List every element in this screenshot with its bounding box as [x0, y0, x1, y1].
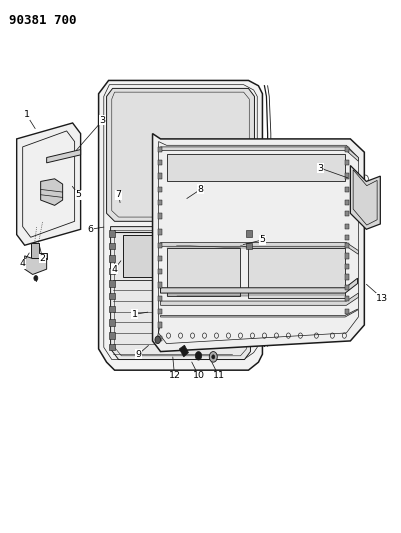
Bar: [345, 253, 349, 259]
Bar: [345, 224, 349, 229]
Bar: [158, 213, 162, 219]
Bar: [158, 336, 162, 341]
Bar: [158, 173, 162, 179]
Polygon shape: [249, 248, 345, 298]
Bar: [345, 187, 349, 192]
Bar: [109, 319, 115, 326]
Bar: [345, 147, 349, 152]
Text: 7: 7: [115, 190, 122, 199]
Polygon shape: [160, 278, 358, 293]
Text: 5: 5: [76, 190, 82, 199]
Bar: [109, 344, 115, 351]
Text: 5: 5: [259, 236, 265, 245]
Bar: [158, 256, 162, 261]
Text: 4: 4: [111, 265, 117, 273]
Bar: [158, 309, 162, 314]
Bar: [345, 309, 349, 314]
Text: 4: 4: [20, 260, 26, 268]
Bar: [247, 230, 252, 237]
Polygon shape: [160, 293, 358, 305]
Polygon shape: [63, 185, 73, 193]
Text: 1: 1: [24, 110, 30, 119]
Text: 6: 6: [87, 225, 93, 234]
Bar: [109, 243, 115, 249]
Polygon shape: [41, 179, 63, 205]
Bar: [109, 306, 115, 312]
Polygon shape: [30, 243, 47, 259]
Bar: [158, 282, 162, 288]
Polygon shape: [166, 154, 345, 181]
Polygon shape: [160, 243, 358, 254]
Bar: [247, 243, 252, 249]
Bar: [109, 293, 115, 299]
Circle shape: [195, 352, 202, 360]
Polygon shape: [47, 150, 81, 163]
Circle shape: [212, 355, 215, 359]
Bar: [158, 160, 162, 165]
Polygon shape: [123, 235, 152, 277]
Bar: [345, 211, 349, 216]
Circle shape: [155, 336, 160, 344]
Bar: [345, 274, 349, 280]
Text: 2: 2: [40, 254, 46, 263]
Bar: [158, 187, 162, 192]
Bar: [109, 333, 115, 339]
Bar: [345, 200, 349, 205]
Bar: [158, 229, 162, 235]
Polygon shape: [107, 88, 255, 221]
Text: 9: 9: [136, 350, 142, 359]
Bar: [345, 296, 349, 301]
Text: 11: 11: [213, 371, 225, 380]
Polygon shape: [111, 227, 251, 360]
Text: 1: 1: [132, 310, 138, 319]
Polygon shape: [25, 256, 47, 274]
Text: 3: 3: [99, 116, 105, 125]
Bar: [109, 255, 115, 262]
Text: 12: 12: [168, 371, 180, 380]
Polygon shape: [152, 134, 365, 352]
Polygon shape: [17, 123, 81, 245]
Bar: [345, 243, 349, 248]
Bar: [345, 235, 349, 240]
Bar: [158, 200, 162, 205]
Bar: [109, 280, 115, 287]
Text: 8: 8: [198, 185, 203, 194]
Bar: [158, 322, 162, 328]
Bar: [158, 296, 162, 301]
Bar: [345, 173, 349, 179]
Polygon shape: [99, 80, 262, 370]
Polygon shape: [158, 235, 186, 266]
Bar: [109, 268, 115, 274]
Polygon shape: [350, 165, 380, 229]
Bar: [158, 269, 162, 274]
Bar: [345, 285, 349, 290]
Polygon shape: [160, 309, 358, 317]
Bar: [345, 264, 349, 269]
Text: 3: 3: [317, 164, 324, 173]
Bar: [109, 230, 115, 237]
Polygon shape: [179, 345, 188, 357]
Bar: [158, 243, 162, 248]
Circle shape: [34, 276, 38, 281]
Text: 10: 10: [192, 371, 205, 380]
Text: 90381 700: 90381 700: [9, 14, 76, 27]
Bar: [345, 160, 349, 165]
Polygon shape: [160, 147, 358, 161]
Text: 13: 13: [376, 294, 389, 303]
Bar: [158, 147, 162, 152]
Circle shape: [209, 352, 217, 362]
Polygon shape: [166, 248, 241, 296]
